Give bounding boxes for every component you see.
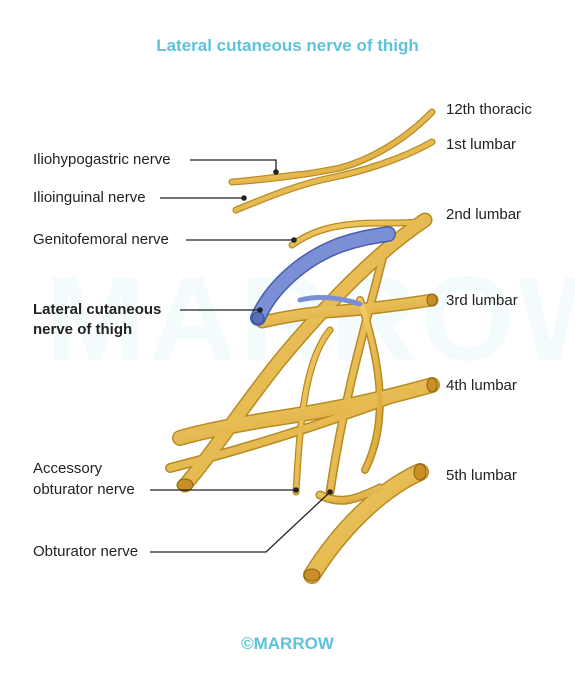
label-3rd-lumbar: 3rd lumbar	[446, 292, 518, 309]
cut-end-l2	[176, 478, 194, 492]
l4-to-obturator-fill	[357, 297, 383, 473]
cut-end-lcnt	[251, 311, 265, 325]
lcnt-fill	[251, 227, 395, 325]
lcnt-l3-link	[297, 294, 363, 307]
label-4th-lumbar: 4th lumbar	[446, 377, 517, 394]
label-ilioinguinal-nerve: Ilioinguinal nerve	[33, 189, 146, 206]
dot-lcnt	[257, 307, 263, 313]
label-accessory-line1: Accessory	[33, 460, 103, 477]
label-12th-thoracic: 12th thoracic	[446, 101, 532, 118]
genitofemoral-fill	[289, 219, 423, 248]
dot-obturator	[327, 489, 333, 495]
cut-end-l5	[303, 568, 321, 582]
footer-logo: ©MARROW	[241, 634, 334, 653]
label-lcnt-line1: Lateral cutaneous	[33, 301, 162, 318]
root-l1-fill	[233, 139, 435, 213]
label-genitofemoral-nerve: Genitofemoral nerve	[33, 231, 169, 248]
label-5th-lumbar: 5th lumbar	[446, 467, 517, 484]
leader-iliohypogastric	[190, 159, 277, 172]
iliohypogastric-fill	[230, 172, 302, 184]
diagram-title: Lateral cutaneous nerve of thigh	[156, 36, 419, 55]
cut-end-l5-top	[413, 463, 427, 481]
label-iliohypogastric-nerve: Iliohypogastric nerve	[33, 151, 171, 168]
leader-dots	[241, 169, 333, 495]
cut-end-l4	[426, 377, 438, 393]
root-l3-fill	[257, 295, 437, 327]
label-obturator-nerve: Obturator nerve	[33, 543, 139, 560]
dot-genitofemoral	[291, 237, 297, 243]
root-t12-fill	[229, 109, 435, 185]
dot-iliohypogastric	[273, 169, 279, 175]
label-2nd-lumbar: 2nd lumbar	[446, 206, 522, 223]
label-lcnt-line2: nerve of thigh	[33, 321, 133, 338]
accessory-obturator-fill	[293, 327, 333, 495]
leader-obturator	[150, 491, 331, 553]
nerve-group	[165, 108, 440, 584]
dot-ilioinguinal	[241, 195, 247, 201]
l3-downward-fill	[327, 245, 388, 495]
root-l5-fill	[304, 464, 428, 583]
dot-accessory	[293, 487, 299, 493]
lumbosacral-fill	[317, 485, 383, 504]
l4-lower-fill	[166, 381, 434, 472]
leader-lines	[150, 159, 331, 553]
label-1st-lumbar: 1st lumbar	[446, 136, 517, 153]
cut-end-l3	[426, 293, 438, 307]
label-accessory-line2: obturator nerve	[33, 481, 135, 498]
